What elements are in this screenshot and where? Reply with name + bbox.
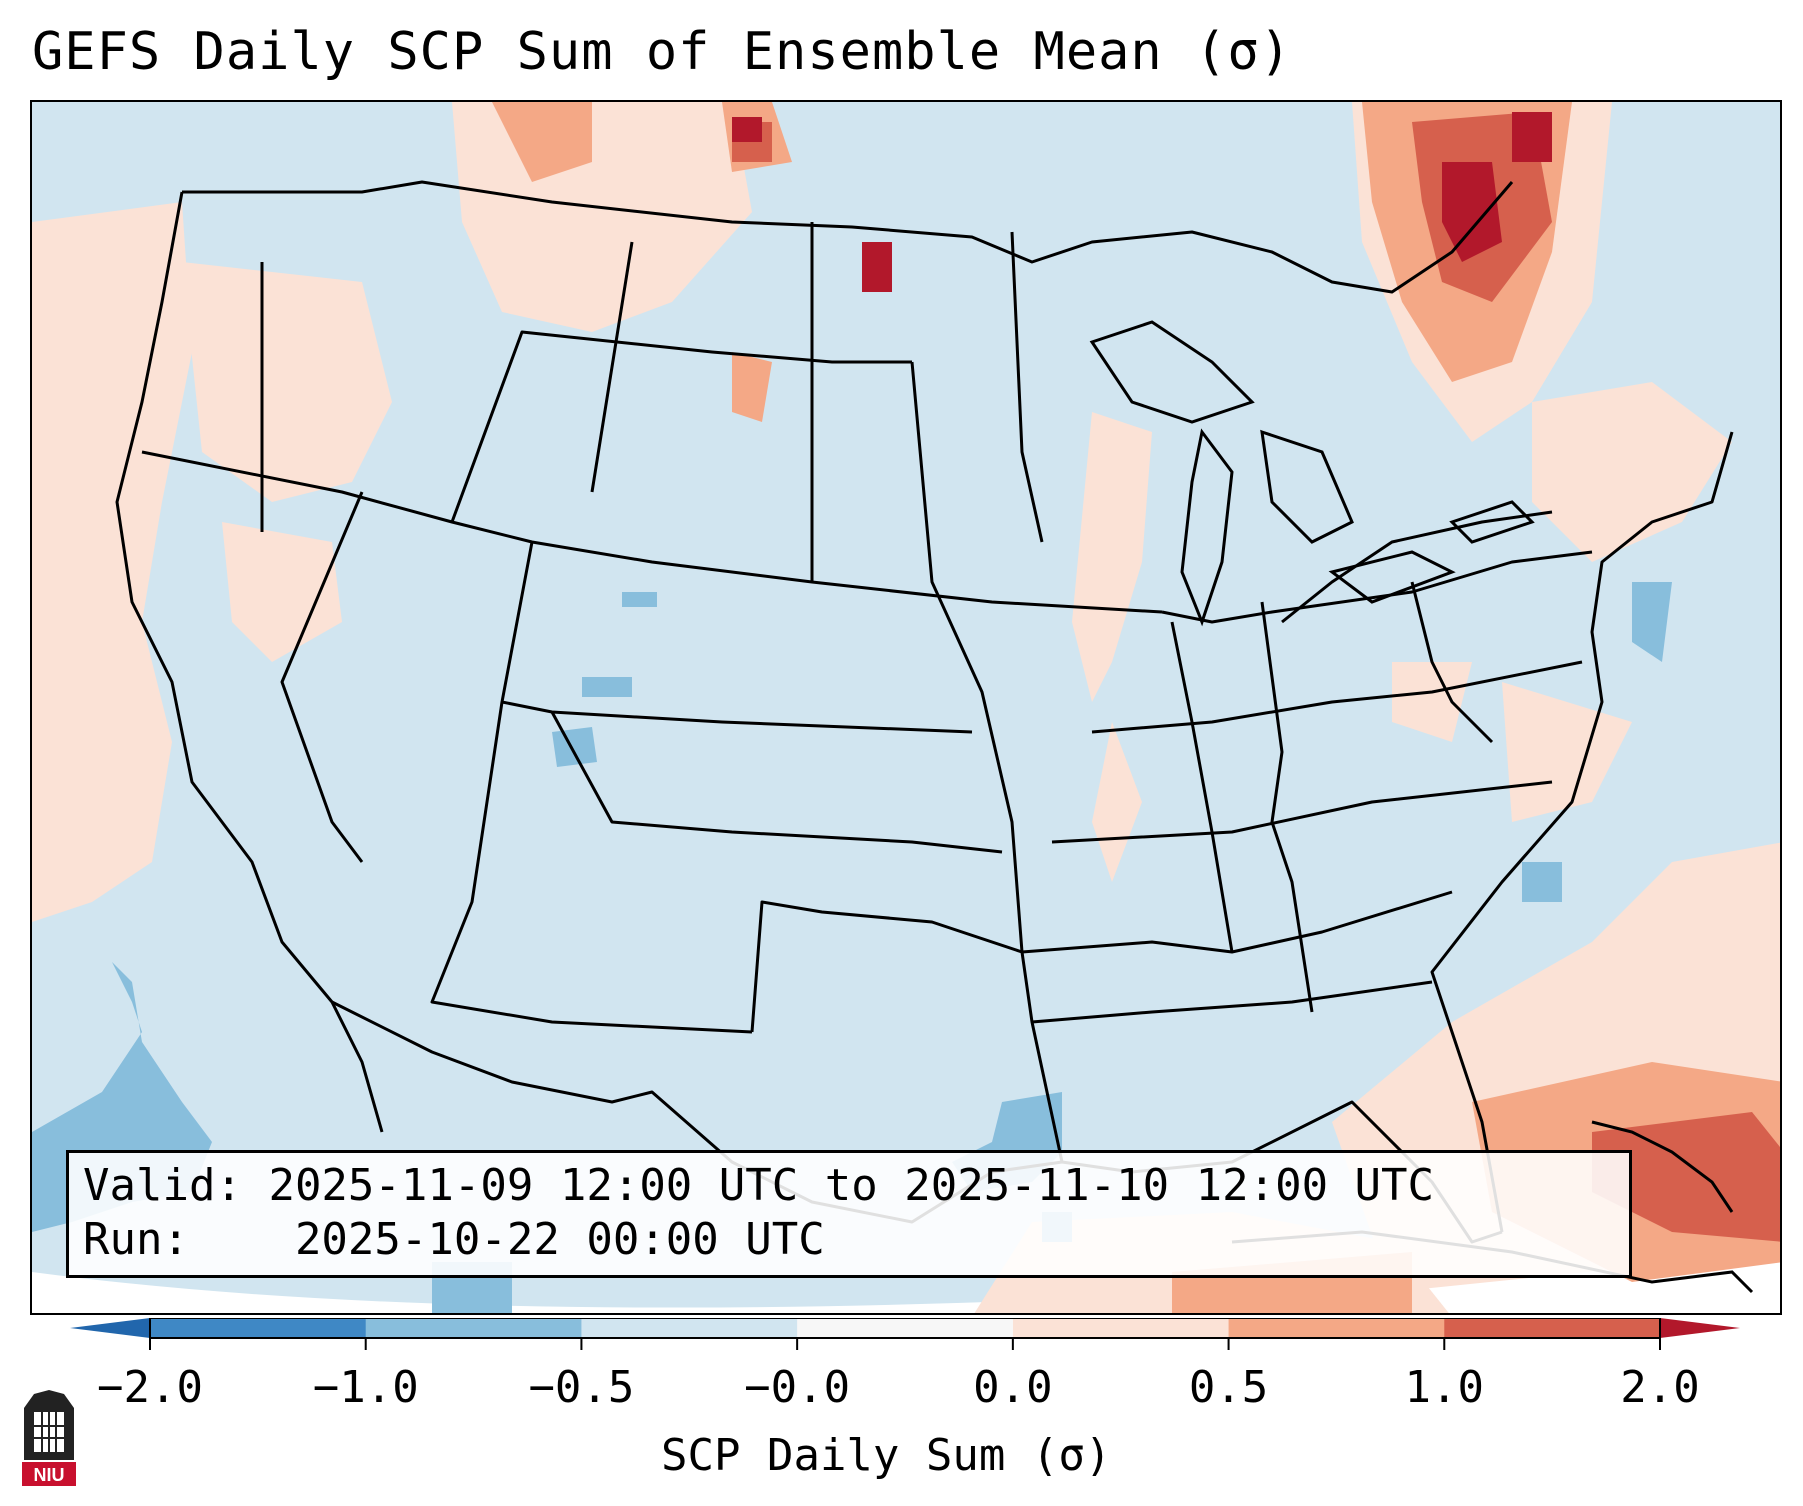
colorbar-bin-neutral: [797, 1318, 1013, 1338]
niu-logo: NIU: [22, 1390, 76, 1486]
colorbar-bin: [581, 1318, 798, 1338]
colorbar-label: SCP Daily Sum (σ): [661, 1430, 1112, 1481]
anomaly-extreme-positive: [732, 112, 1552, 292]
colorbar-bin: [365, 1318, 582, 1338]
chart-title: GEFS Daily SCP Sum of Ensemble Mean (σ): [32, 22, 1292, 82]
map-canvas: [32, 102, 1780, 1313]
colorbar-outline: [149, 1318, 1661, 1339]
valid-value: 2025-11-09 12:00 UTC to 2025-11-10 12:00…: [268, 1160, 1435, 1211]
colorbar-bin: [1012, 1318, 1230, 1338]
colorbar-over-arrow: [1660, 1318, 1740, 1338]
colorbar-bin: [1444, 1318, 1661, 1338]
colorbar-tick-label: 0.5: [1188, 1362, 1269, 1413]
colorbar-tick-label: −0.0: [744, 1362, 851, 1413]
run-label: Run:: [83, 1214, 189, 1265]
colorbar-tick-label: −1.0: [312, 1362, 419, 1413]
colorbar-under-arrow: [70, 1318, 150, 1338]
colorbar-bin: [1228, 1318, 1445, 1338]
valid-label: Valid:: [83, 1160, 242, 1211]
run-value: 2025-10-22 00:00 UTC: [294, 1214, 825, 1265]
colorbar-tick-label: 0.0: [973, 1362, 1053, 1413]
niu-logo-text: NIU: [34, 1465, 65, 1485]
map-panel: [30, 100, 1782, 1315]
colorbar-bin: [150, 1318, 367, 1338]
great-lakes: [1089, 320, 1535, 627]
colorbar-tick-label: 1.0: [1404, 1362, 1485, 1413]
valid-run-info-box: Valid: 2025-11-09 12:00 UTC to 2025-11-1…: [66, 1150, 1632, 1278]
colorbar-tick-label: −2.0: [97, 1362, 203, 1413]
colorbar-tick-label: −0.5: [528, 1362, 635, 1413]
colorbar-tick-label: 2.0: [1620, 1362, 1700, 1413]
colorbar: [70, 1318, 1740, 1350]
